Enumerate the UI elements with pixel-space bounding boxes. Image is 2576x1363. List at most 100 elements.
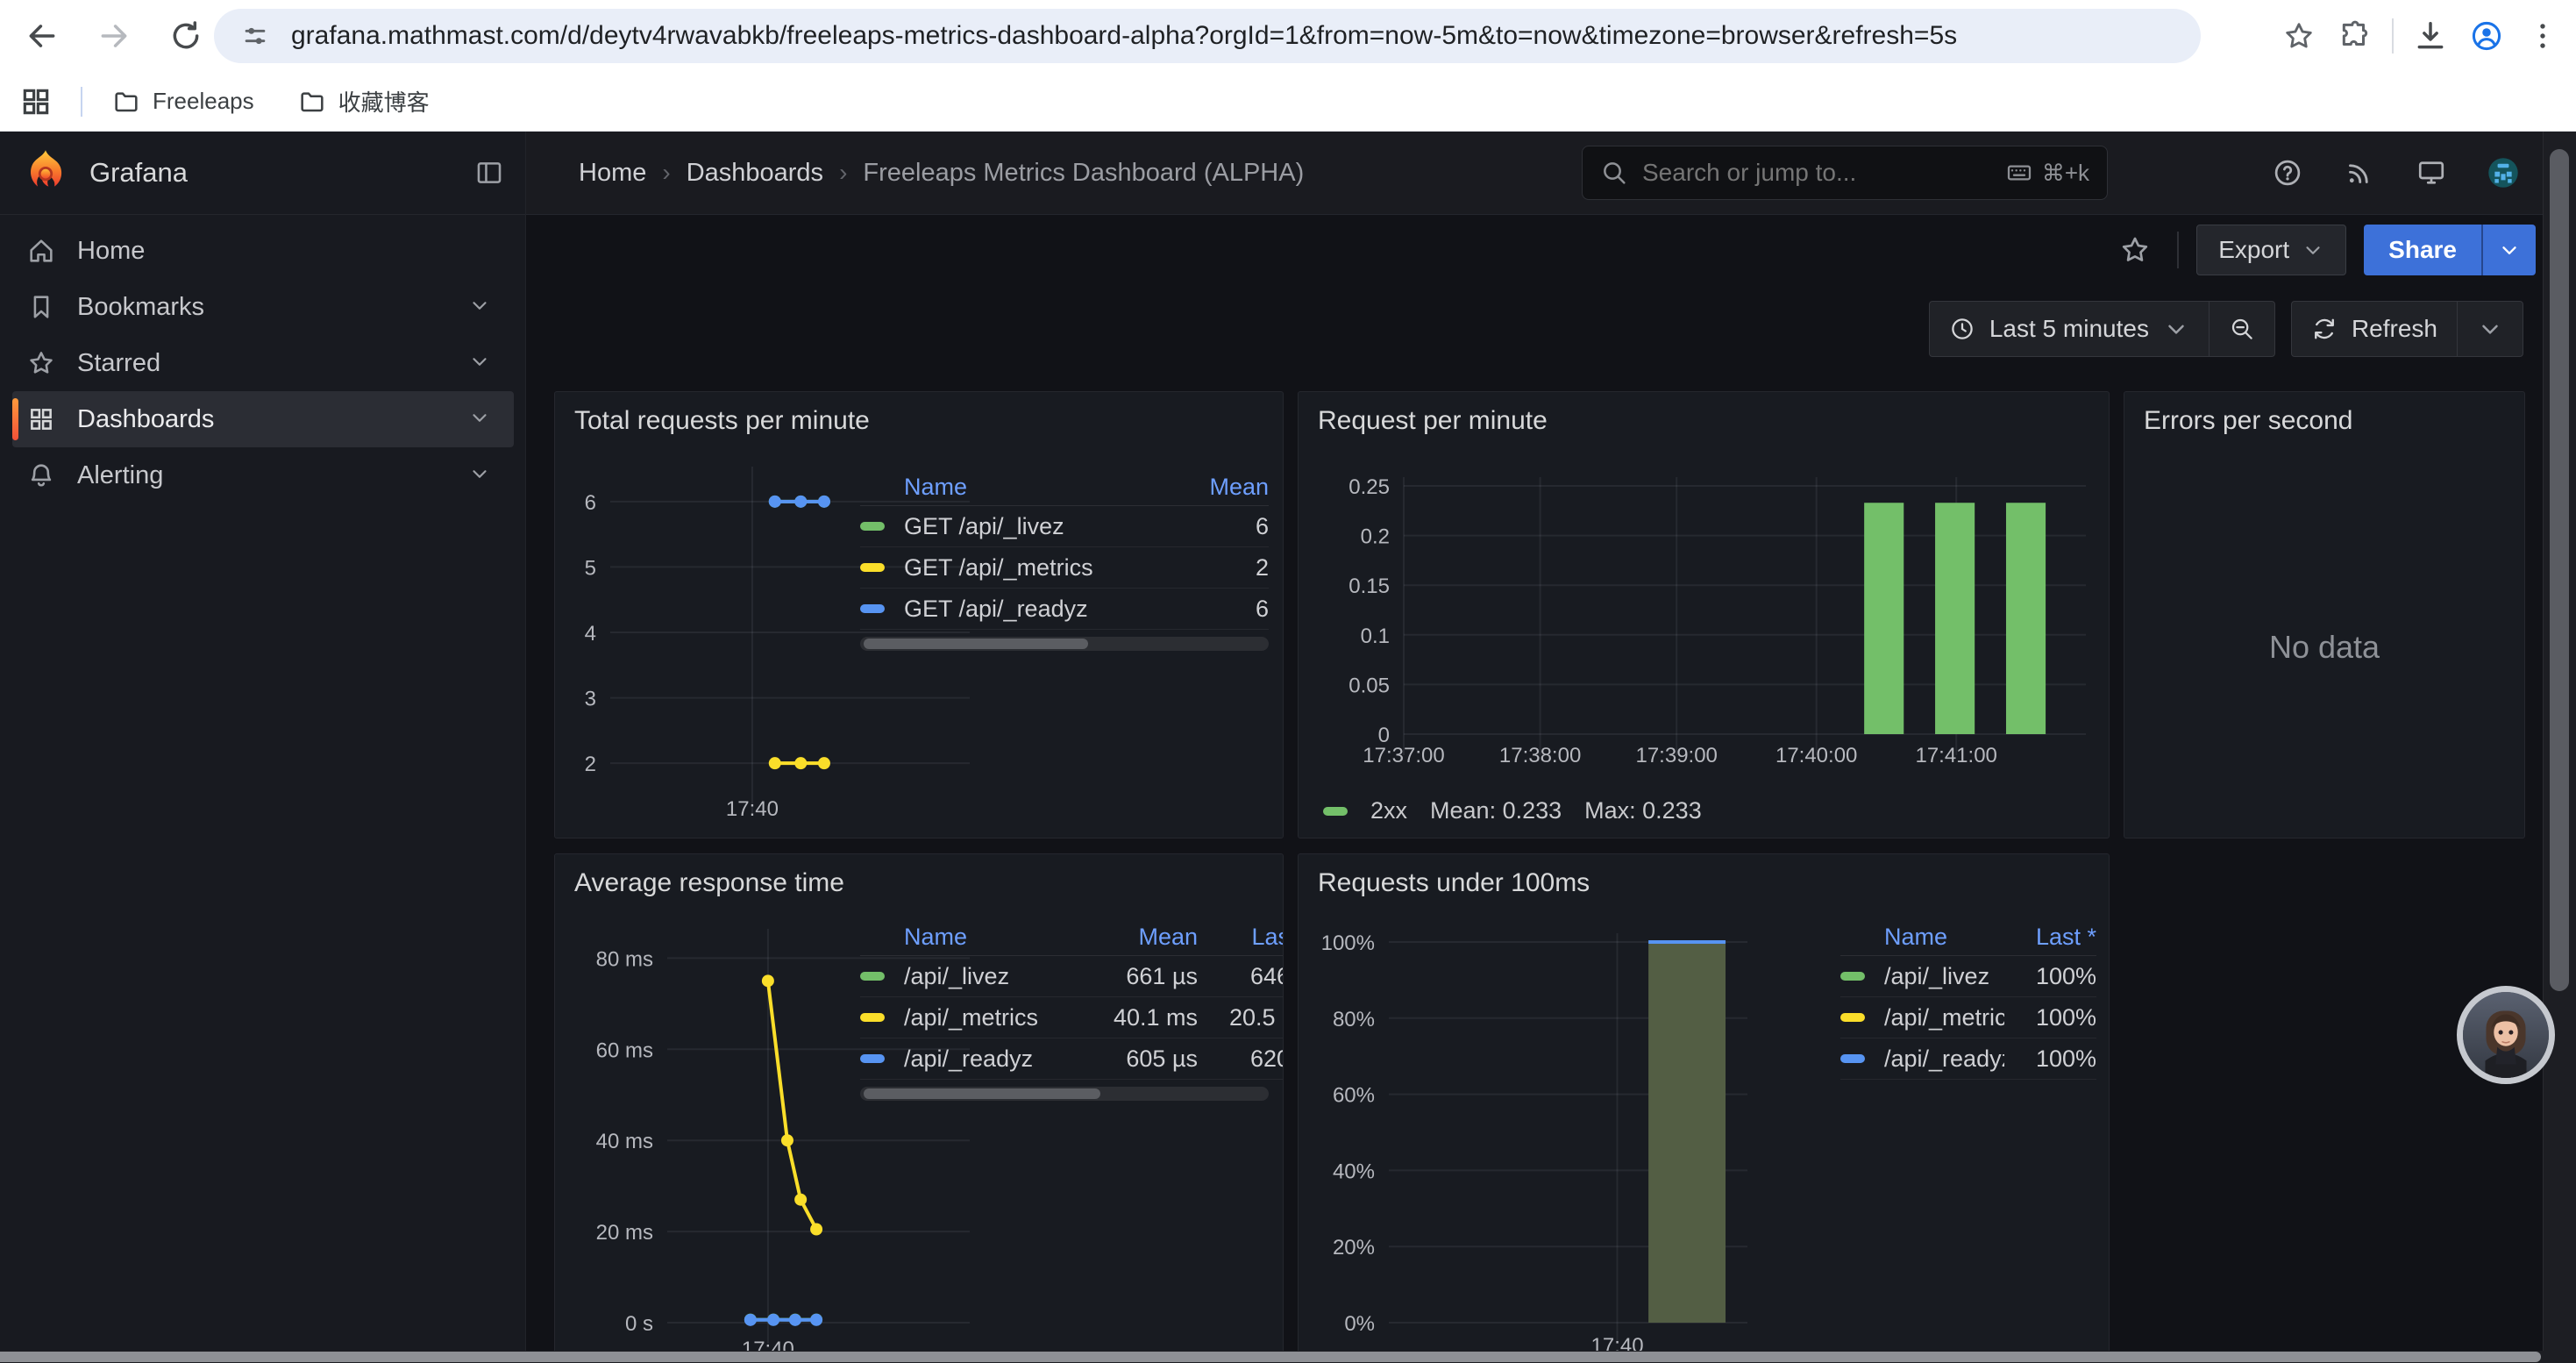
legend-row[interactable]: /api/_livez 661 µs 646: [860, 956, 1283, 997]
sidebar-item-label: Home: [77, 236, 146, 265]
legend-row[interactable]: /api/_livez 100%: [1840, 956, 2096, 997]
sidebar-item-starred[interactable]: Starred: [12, 335, 514, 391]
legend-scrollbar-thumb[interactable]: [864, 639, 1089, 649]
url-bar[interactable]: grafana.mathmast.com/d/deytv4rwavabkb/fr…: [214, 9, 2201, 63]
panel-title[interactable]: Average response time: [574, 868, 844, 897]
chevron-down-icon: [2502, 246, 2516, 254]
reload-button[interactable]: [158, 8, 214, 64]
legend-col-mean[interactable]: Mean: [1209, 474, 1269, 500]
chevron-down-icon[interactable]: [468, 294, 514, 321]
page-header: Home › Dashboards › Freeleaps Metrics Da…: [526, 132, 2543, 215]
legend-row[interactable]: GET /api/_livez 6: [860, 506, 1269, 547]
horizontal-scrollbar-thumb[interactable]: [0, 1352, 2541, 1362]
help-button[interactable]: [2257, 142, 2318, 203]
zoom-out-time-button[interactable]: [2210, 302, 2274, 356]
legend-scrollbar[interactable]: [860, 637, 1269, 651]
legend-col-name[interactable]: Name: [904, 474, 968, 500]
legend-col-last[interactable]: Las: [1251, 924, 1283, 950]
legend-row[interactable]: /api/_metrics 40.1 ms 20.5 r: [860, 997, 1283, 1038]
legend-row[interactable]: GET /api/_metrics 2: [860, 547, 1269, 589]
legend-col-name[interactable]: Name: [904, 924, 968, 950]
legend-scrollbar[interactable]: [860, 1087, 1269, 1101]
extensions-button[interactable]: [2327, 8, 2383, 64]
chevron-down-icon[interactable]: [468, 350, 514, 377]
series-color-pill: [860, 972, 885, 981]
bookmark-folder-freeleaps[interactable]: Freeleaps: [98, 81, 268, 123]
back-button[interactable]: [14, 8, 70, 64]
series-color-pill: [1840, 1013, 1865, 1022]
bookmark-icon: [12, 292, 70, 322]
floating-assistant-avatar[interactable]: [2457, 986, 2555, 1084]
breadcrumb-home[interactable]: Home: [579, 158, 647, 187]
help-icon: [2274, 160, 2301, 186]
bookmark-folder-blogs[interactable]: 收藏博客: [284, 78, 444, 125]
legend-row[interactable]: /api/_readyz 605 µs 620: [860, 1038, 1283, 1080]
forward-button[interactable]: [86, 8, 142, 64]
apps-grid-button[interactable]: [12, 78, 60, 125]
svg-text:0.2: 0.2: [1361, 525, 1390, 549]
grafana-logo-icon[interactable]: [21, 148, 70, 197]
panel-avg-response-time: Average response time 80 ms 60 ms 40 ms 20 …: [554, 853, 1284, 1363]
legend-col-name[interactable]: Name: [1884, 924, 1948, 950]
time-range-picker[interactable]: Last 5 minutes: [1930, 302, 2209, 356]
panel-title[interactable]: Requests under 100ms: [1318, 868, 1590, 897]
share-menu-button[interactable]: [2481, 225, 2536, 275]
svg-text:20 ms: 20 ms: [596, 1221, 653, 1245]
vertical-scrollbar-thumb[interactable]: [2550, 149, 2569, 991]
vertical-scrollbar[interactable]: [2543, 132, 2576, 1363]
user-avatar[interactable]: [2473, 142, 2534, 203]
total-requests-chart[interactable]: 6 5 4 3 2 17:40: [562, 453, 1000, 838]
legend-table: Name Mean Las /api/_livez 661 µs 646 /ap…: [860, 919, 1283, 1101]
search-input[interactable]: ⌘+k: [1582, 146, 2108, 200]
legend-max: Max: 0.233: [1584, 797, 1702, 824]
legend-row[interactable]: /api/_metrics 100%: [1840, 997, 2096, 1038]
avatar-pixel-icon: [2488, 158, 2518, 188]
sidebar-item-dashboards[interactable]: Dashboards: [12, 391, 514, 447]
legend-inline[interactable]: 2xx Mean: 0.233 Max: 0.233: [1323, 797, 1702, 824]
sidebar-item-home[interactable]: Home: [12, 223, 514, 279]
site-settings-icon[interactable]: [240, 21, 270, 51]
star-icon: [2123, 237, 2148, 261]
refresh-button[interactable]: Refresh: [2292, 302, 2457, 356]
keyboard-icon: [2007, 165, 2031, 181]
series-color-pill: [1840, 1054, 1865, 1063]
favorite-dashboard-button[interactable]: [2110, 225, 2160, 275]
svg-text:40%: 40%: [1333, 1160, 1375, 1183]
panel-title[interactable]: Errors per second: [2144, 406, 2353, 435]
legend-header: Name Mean Las: [860, 919, 1283, 956]
pill-divider: [2208, 302, 2210, 356]
downloads-button[interactable]: [2402, 8, 2459, 64]
kiosk-mode-button[interactable]: [2401, 142, 2462, 203]
export-button[interactable]: Export: [2196, 225, 2347, 275]
requests-under-100ms-chart[interactable]: 100%80%60%40%20%0%17:40: [1306, 916, 1840, 1363]
sidebar-item-alerting[interactable]: Alerting: [12, 447, 514, 503]
search-field[interactable]: [1642, 159, 2005, 187]
refresh-interval-button[interactable]: [2458, 302, 2523, 356]
panel-title[interactable]: Request per minute: [1318, 406, 1548, 435]
svg-text:0%: 0%: [1344, 1312, 1375, 1336]
legend-row[interactable]: GET /api/_readyz 6: [860, 589, 1269, 630]
legend-col-last[interactable]: Last *: [2035, 924, 2096, 950]
share-button[interactable]: Share: [2364, 225, 2481, 275]
main-area: Home › Dashboards › Freeleaps Metrics Da…: [526, 132, 2543, 1363]
legend-scrollbar-thumb[interactable]: [864, 1088, 1101, 1099]
profile-button[interactable]: [2459, 8, 2515, 64]
sidebar-item-bookmarks[interactable]: Bookmarks: [12, 279, 514, 335]
series-color-pill: [860, 1054, 885, 1063]
legend-header: Name Last *: [1840, 919, 2096, 956]
chevron-down-icon[interactable]: [468, 462, 514, 489]
bookmark-star-button[interactable]: [2271, 8, 2327, 64]
breadcrumb-dashboards[interactable]: Dashboards: [686, 158, 824, 187]
star-icon: [12, 348, 70, 378]
browser-menu-button[interactable]: [2515, 8, 2571, 64]
news-button[interactable]: [2329, 142, 2390, 203]
legend-row[interactable]: /api/_readyz 100%: [1840, 1038, 2096, 1080]
time-range-label: Last 5 minutes: [1989, 315, 2149, 342]
chevron-down-icon[interactable]: [468, 406, 514, 433]
legend-col-mean[interactable]: Mean: [1138, 924, 1198, 950]
panel-title[interactable]: Total requests per minute: [574, 406, 870, 435]
horizontal-scrollbar[interactable]: [0, 1351, 2576, 1363]
dock-sidebar-icon[interactable]: [474, 158, 504, 188]
request-per-minute-chart[interactable]: 0.25 0.2 0.15 0.1 0.05 017:37:00 17:38:00 17:39…: [1306, 453, 2103, 791]
